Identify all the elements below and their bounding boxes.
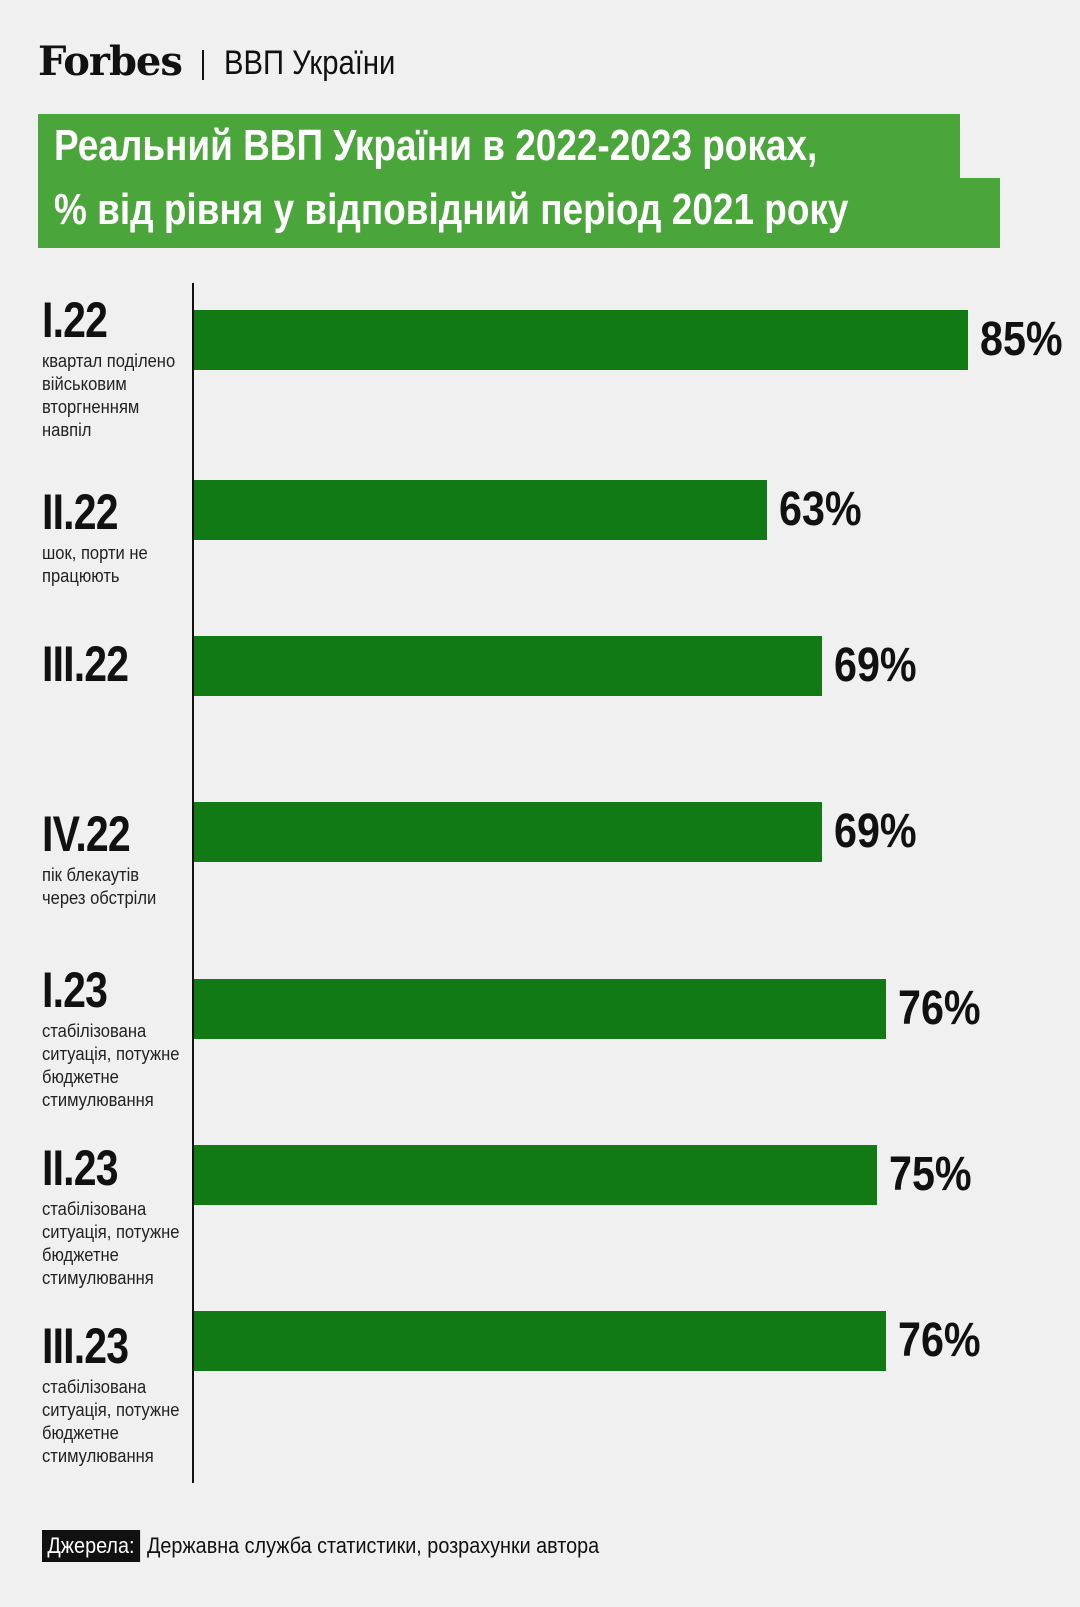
quarter-note: стабілізована ситуація, потужне бюджетне… bbox=[42, 1021, 180, 1110]
title-line-2: % від рівня у відповідний період 2021 ро… bbox=[38, 178, 1000, 248]
bar bbox=[194, 636, 822, 696]
quarter-note: шок, порти не працюють bbox=[42, 543, 148, 586]
bar bbox=[194, 480, 767, 540]
bar bbox=[194, 979, 886, 1039]
brand-divider bbox=[201, 49, 204, 80]
brand-header: Forbes ВВП України bbox=[38, 38, 423, 85]
quarter-note: стабілізована ситуація, потужне бюджетне… bbox=[42, 1199, 180, 1288]
quarter-note: квартал поділено військовим вторгненням … bbox=[42, 351, 176, 440]
quarter-name: III.23 bbox=[42, 1318, 129, 1374]
forbes-logo: Forbes bbox=[38, 38, 183, 85]
chart-title: Реальний ВВП України в 2022-2023 роках, … bbox=[38, 114, 1000, 248]
bar-value-label: 75% bbox=[889, 1148, 972, 1201]
quarter-name: III.22 bbox=[42, 636, 129, 692]
source-label: Джерела: bbox=[42, 1530, 140, 1562]
quarter-name: IV.22 bbox=[42, 806, 131, 862]
quarter-name: I.22 bbox=[42, 292, 108, 348]
quarter-label: III.22 bbox=[42, 636, 147, 692]
bar bbox=[194, 1311, 886, 1371]
bar-value-label: 76% bbox=[898, 982, 981, 1035]
bar-value-label: 85% bbox=[980, 313, 1063, 366]
quarter-label: II.23 стабілізована ситуація, потужне бюд… bbox=[42, 1140, 192, 1290]
bar bbox=[194, 310, 968, 370]
title-line-1: Реальний ВВП України в 2022-2023 роках, bbox=[38, 114, 960, 178]
quarter-note: стабілізована ситуація, потужне бюджетне… bbox=[42, 1377, 180, 1466]
source-note: Джерела: Державна служба статистики, роз… bbox=[42, 1530, 649, 1562]
bar-value-label: 69% bbox=[834, 805, 917, 858]
quarter-label: III.23 стабілізована ситуація, потужне бю… bbox=[42, 1318, 192, 1468]
quarter-name: I.23 bbox=[42, 962, 108, 1018]
quarter-label: II.22 шок, порти не працюють bbox=[42, 484, 192, 588]
quarter-label: I.22 квартал поділено військовим вторгнен… bbox=[42, 292, 192, 442]
bar-value-label: 63% bbox=[779, 483, 862, 536]
bar bbox=[194, 802, 822, 862]
quarter-note: пік блекаутів через обстріли bbox=[42, 865, 157, 908]
y-axis-line bbox=[192, 283, 194, 1483]
section-label: ВВП України bbox=[223, 44, 396, 82]
source-text: Державна служба статистики, розрахунки а… bbox=[146, 1533, 599, 1558]
quarter-label: I.23 стабілізована ситуація, потужне бюдж… bbox=[42, 962, 192, 1112]
quarter-name: II.22 bbox=[42, 484, 119, 540]
quarter-name: II.23 bbox=[42, 1140, 119, 1196]
bar-value-label: 76% bbox=[898, 1314, 981, 1367]
bar-value-label: 69% bbox=[834, 639, 917, 692]
quarter-label: IV.22 пік блекаутів через обстріли bbox=[42, 806, 192, 910]
bar bbox=[194, 1145, 877, 1205]
